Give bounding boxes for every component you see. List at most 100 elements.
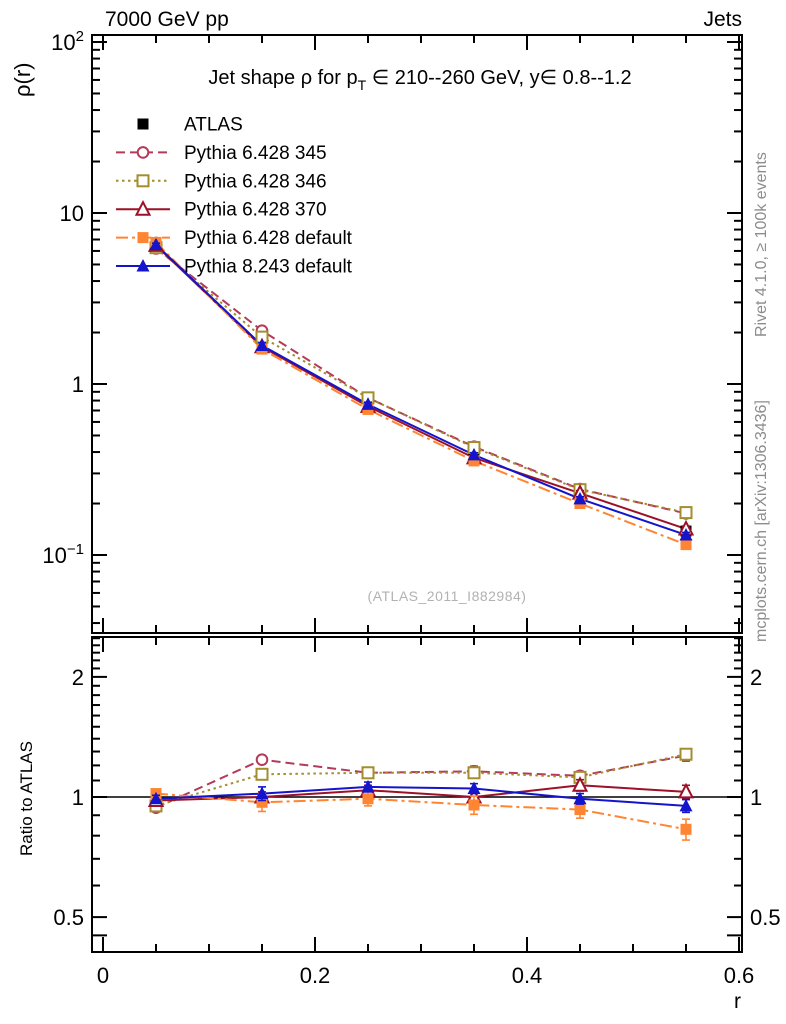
markers-main-pythia-6-428-346 bbox=[149, 241, 693, 520]
data-point-marker bbox=[149, 791, 163, 805]
main-panel-series bbox=[147, 236, 695, 551]
series-ratio-pythia-6-428-default bbox=[155, 792, 687, 831]
x-tick-label: 0.4 bbox=[512, 963, 543, 988]
watermark-analysis-id: (ATLAS_2011_I882984) bbox=[368, 588, 527, 604]
series-line bbox=[155, 246, 687, 514]
data-point-marker bbox=[679, 506, 693, 520]
data-point-marker bbox=[149, 237, 163, 251]
data-point-marker bbox=[467, 447, 481, 461]
series-line bbox=[155, 785, 687, 807]
data-point-marker bbox=[362, 793, 374, 805]
panel-frames bbox=[91, 34, 743, 953]
legend-label: Pythia 6.428 default bbox=[184, 228, 353, 249]
tick-base: 10 bbox=[42, 543, 66, 568]
plot-title-subscript: T bbox=[358, 77, 367, 93]
data-point-marker bbox=[468, 799, 480, 811]
data-point-marker bbox=[361, 779, 375, 793]
data-point-marker bbox=[574, 804, 586, 816]
series-line bbox=[155, 792, 687, 831]
series-main-pythia-6-428-346 bbox=[155, 246, 687, 514]
tick-base: 1 bbox=[72, 372, 84, 397]
data-point-marker bbox=[679, 747, 693, 761]
series-ratio-pythia-6-428-346 bbox=[155, 753, 687, 807]
header-analysis-type: Jets bbox=[703, 8, 742, 31]
main-y-axis-title: ρ(r) bbox=[10, 63, 35, 98]
markers-ratio-pythia-6-428-346 bbox=[149, 747, 693, 813]
data-point-marker bbox=[680, 539, 692, 551]
main-y-tick-label: 102 bbox=[51, 28, 84, 55]
x-tick-label: 0.6 bbox=[724, 963, 755, 988]
plot-title-part1: Jet shape ρ for p bbox=[208, 67, 357, 89]
legend-label: Pythia 8.243 default bbox=[184, 257, 353, 278]
data-point-marker bbox=[571, 776, 589, 792]
x-tick-label: 0.2 bbox=[300, 963, 331, 988]
data-point-marker bbox=[680, 823, 692, 835]
data-point-marker bbox=[679, 527, 693, 541]
main-y-tick-label: 10−1 bbox=[42, 541, 84, 568]
ratio-y-tick-label-left: 2 bbox=[72, 665, 84, 690]
markers-ratio-pythia-6-428-370 bbox=[147, 776, 695, 808]
legend-label: ATLAS bbox=[184, 115, 243, 136]
data-point-marker bbox=[256, 796, 268, 808]
main-panel-frame bbox=[91, 34, 743, 634]
ratio-y-tick-label-left: 0.5 bbox=[53, 905, 84, 930]
markers-main-pythia-8-243-default bbox=[149, 237, 693, 541]
ratio-panel-series bbox=[147, 747, 695, 841]
series-line bbox=[155, 241, 687, 546]
series-main-pythia-6-428-345 bbox=[155, 247, 687, 515]
data-point-marker bbox=[134, 200, 152, 216]
plot-title-part2: ∈ 210--260 GeV, y∈ 0.8--1.2 bbox=[366, 67, 631, 89]
data-point-marker bbox=[255, 753, 269, 767]
legend-item-pythia-6-428-345: Pythia 6.428 345 bbox=[116, 143, 327, 164]
data-point-marker bbox=[467, 781, 481, 795]
x-axis-title: r bbox=[734, 990, 741, 1013]
series-ratio-pythia-6-428-370 bbox=[155, 784, 687, 802]
tick-exponent: −1 bbox=[67, 541, 84, 558]
tick-base: 10 bbox=[60, 201, 84, 226]
legend-item-pythia-6-428-default: Pythia 6.428 default bbox=[116, 228, 353, 249]
ratio-y-tick-label-left: 1 bbox=[72, 785, 84, 810]
series-ratio-pythia-6-428-345 bbox=[155, 754, 687, 809]
data-point-marker bbox=[468, 455, 480, 467]
series-line bbox=[155, 754, 687, 809]
series-line bbox=[155, 243, 687, 536]
data-point-marker bbox=[255, 338, 269, 351]
mcplots-arxiv-note: mcplots.cern.ch [arXiv:1306.3436] bbox=[753, 400, 770, 642]
data-point-marker bbox=[573, 491, 587, 505]
tick-exponent: 2 bbox=[76, 28, 84, 45]
legend-label: Pythia 6.428 346 bbox=[184, 171, 327, 192]
series-main-pythia-6-428-370 bbox=[155, 244, 687, 530]
tick-base: 10 bbox=[51, 30, 75, 55]
legend-item-pythia-6-428-370: Pythia 6.428 370 bbox=[116, 200, 327, 221]
series-main-pythia-6-428-default bbox=[155, 241, 687, 546]
data-point-marker bbox=[137, 232, 149, 244]
data-point-marker bbox=[573, 791, 587, 805]
series-main-pythia-8-243-default bbox=[155, 243, 687, 536]
series-line bbox=[155, 784, 687, 802]
x-tick-label: 0 bbox=[97, 963, 109, 988]
data-point-marker bbox=[136, 146, 150, 159]
markers-main-pythia-6-428-370 bbox=[147, 236, 695, 536]
ratio-y-tick-label-right: 1 bbox=[750, 785, 762, 810]
data-point-marker bbox=[255, 767, 269, 781]
rivet-version-note: Rivet 4.1.0, ≥ 100k events bbox=[753, 152, 770, 337]
series-ratio-pythia-8-243-default bbox=[155, 785, 687, 807]
markers-main-pythia-6-428-345 bbox=[149, 242, 693, 520]
data-point-marker bbox=[361, 397, 375, 410]
markers-ratio-pythia-6-428-345 bbox=[149, 749, 693, 815]
data-point-marker bbox=[677, 782, 695, 799]
header-beam-energy: 7000 GeV pp bbox=[105, 8, 229, 31]
legend-label: Pythia 6.428 370 bbox=[184, 200, 327, 221]
series-line bbox=[155, 247, 687, 515]
ratio-y-tick-label-right: 2 bbox=[750, 665, 762, 690]
series-line bbox=[155, 753, 687, 807]
ratio-y-axis-title: Ratio to ATLAS bbox=[17, 741, 36, 856]
legend-item-atlas: ATLAS bbox=[137, 115, 243, 136]
main-y-tick-label: 1 bbox=[72, 372, 84, 397]
markers-ratio-pythia-8-243-default bbox=[149, 779, 693, 814]
legend-item-pythia-8-243-default: Pythia 8.243 default bbox=[116, 257, 353, 278]
data-point-marker bbox=[137, 118, 149, 130]
legend: ATLAS Pythia 6.428 345 Pythia 6.428 346 Pyt… bbox=[116, 115, 353, 278]
